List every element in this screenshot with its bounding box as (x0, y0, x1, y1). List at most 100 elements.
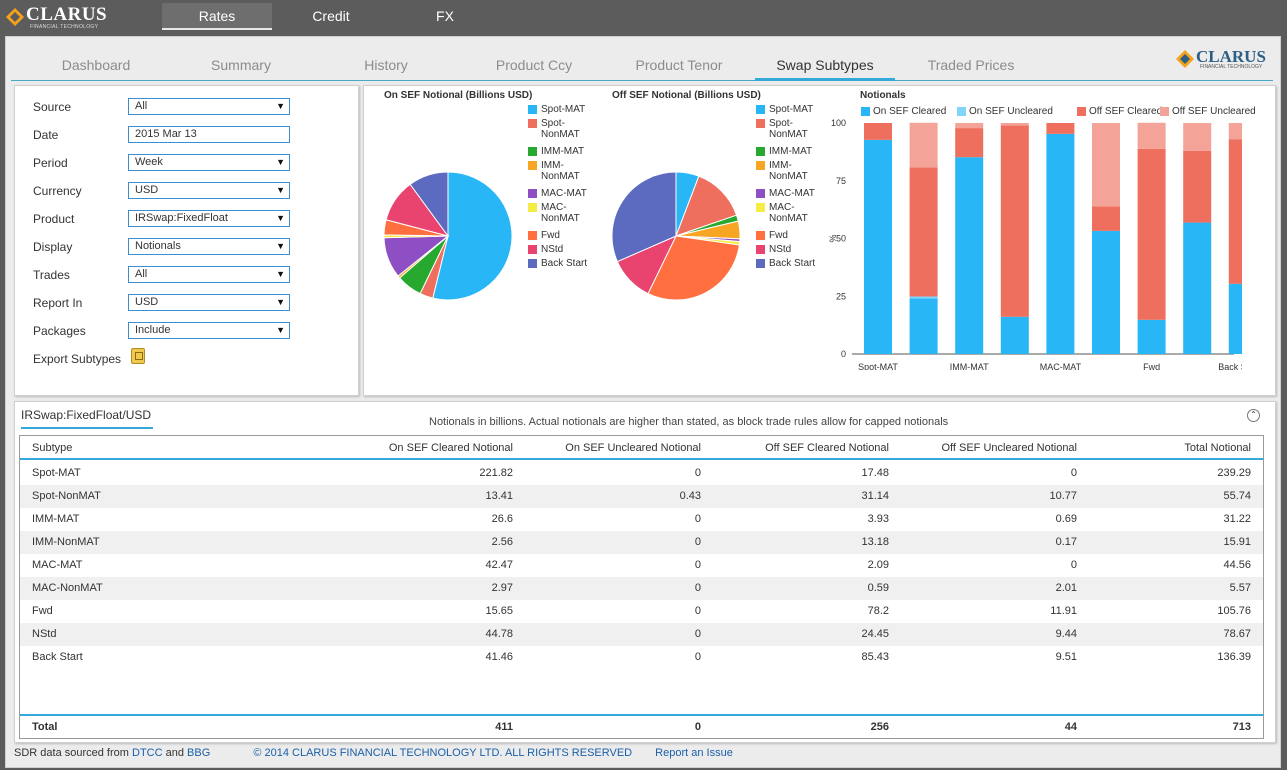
table-cell: 78.67 (1223, 628, 1251, 640)
0-legend-item[interactable]: Spot- NonMAT (528, 118, 608, 146)
top-nav-credit[interactable]: Credit (312, 8, 350, 24)
0-legend-item[interactable]: MAC- NonMAT (528, 202, 608, 230)
legend-swatch (756, 147, 765, 156)
legend-label: Off SEF Cleared (1089, 106, 1163, 117)
bar-segment[interactable] (1000, 125, 1029, 317)
1-legend-item[interactable]: IMM-MAT (756, 146, 836, 160)
filter-panel: Source All ▼ Date 2015 Mar 13 Period Week… (14, 85, 359, 396)
collapse-icon[interactable]: ⌃ (1247, 409, 1260, 422)
tab-swap-subtypes[interactable]: Swap Subtypes (755, 57, 895, 81)
legend-label: NonMAT (769, 171, 808, 182)
pie-slice[interactable] (675, 175, 738, 237)
0-legend-item[interactable]: IMM-MAT (528, 146, 608, 160)
1-legend-item[interactable]: MAC-MAT (756, 188, 836, 202)
period-select[interactable]: Week ▼ (128, 154, 290, 171)
display-select[interactable]: Notionals ▼ (128, 238, 290, 255)
bar-legend-item[interactable]: On SEF Cleared (861, 106, 946, 118)
export-icon[interactable] (131, 348, 145, 364)
bar-segment[interactable] (955, 128, 984, 158)
table-row[interactable]: Spot-NonMAT 13.41 0.43 31.14 10.77 55.74 (20, 485, 1263, 508)
report-in-select[interactable]: USD ▼ (128, 294, 290, 311)
bar-segment[interactable] (1183, 123, 1212, 151)
bar-segment[interactable] (1092, 230, 1120, 354)
table-row[interactable]: Spot-MAT 221.82 0 17.48 0 239.29 (20, 462, 1263, 485)
bar-legend-item[interactable]: Off SEF Uncleared (1160, 106, 1256, 118)
1-legend-item[interactable]: Spot- NonMAT (756, 118, 836, 146)
bar-segment[interactable] (1092, 123, 1120, 207)
filter-row-export: Export Subtypes (33, 350, 353, 370)
bar-segment[interactable] (1137, 148, 1166, 320)
bar-segment[interactable] (1228, 123, 1242, 140)
table-row[interactable]: MAC-MAT 42.47 0 2.09 0 44.56 (20, 554, 1263, 577)
tab-product-ccy[interactable]: Product Ccy (495, 57, 573, 73)
date-input[interactable]: 2015 Mar 13 (128, 126, 290, 143)
product-select[interactable]: IRSwap:FixedFloat ▼ (128, 210, 290, 227)
tab-dashboard[interactable]: Dashboard (61, 57, 131, 73)
x-tick-label: Fwd (1143, 362, 1160, 370)
bar-segment[interactable] (1137, 319, 1166, 354)
bar-segment[interactable] (909, 122, 938, 168)
clarus-logo[interactable]: CLARUS FINANCIAL TECHNOLOGY (6, 4, 107, 31)
bar-segment[interactable] (1092, 206, 1120, 231)
0-legend-item[interactable]: NStd (528, 244, 608, 258)
packages-select[interactable]: Include ▼ (128, 322, 290, 339)
pie-slice[interactable] (647, 235, 740, 301)
1-legend-item[interactable]: Spot-MAT (756, 104, 836, 118)
1-legend-item[interactable]: MAC- NonMAT (756, 202, 836, 230)
bar-segment[interactable] (1228, 283, 1242, 354)
bar-segment[interactable] (1046, 133, 1075, 354)
bbg-link[interactable]: BBG (187, 747, 211, 759)
bar-segment[interactable] (955, 123, 984, 129)
pie-slice[interactable] (409, 171, 449, 238)
dtcc-link[interactable]: DTCC (132, 747, 163, 759)
table-row[interactable]: Back Start 41.46 0 85.43 9.51 136.39 (20, 646, 1263, 669)
top-nav-fx[interactable]: FX (436, 8, 454, 24)
tab-history[interactable]: History (364, 57, 408, 73)
bar-segment[interactable] (955, 157, 984, 354)
0-legend-item[interactable]: MAC-MAT (528, 188, 608, 202)
table-row[interactable]: IMM-NonMAT 2.56 0 13.18 0.17 15.91 (20, 531, 1263, 554)
bar-segment[interactable] (1183, 222, 1212, 354)
bar-segment[interactable] (909, 296, 938, 299)
0-legend-item[interactable]: IMM- NonMAT (528, 160, 608, 188)
bar-segment[interactable] (864, 139, 892, 354)
copyright-link[interactable]: © 2014 CLARUS FINANCIAL TECHNOLOGY LTD. … (253, 747, 633, 759)
tab-summary[interactable]: Summary (211, 57, 271, 73)
bar-segment[interactable] (1046, 123, 1075, 134)
table-cell: 0 (694, 536, 701, 548)
pie-slice[interactable] (432, 171, 513, 301)
trades-select[interactable]: All ▼ (128, 266, 290, 283)
bar-segment[interactable] (1183, 150, 1212, 223)
bar-segment[interactable] (909, 167, 938, 297)
0-legend-item[interactable]: Back Start (528, 258, 608, 272)
pie-slice[interactable] (611, 171, 677, 263)
1-legend-item[interactable]: NStd (756, 244, 836, 258)
source-select[interactable]: All ▼ (128, 98, 290, 115)
0-legend-item[interactable]: Fwd (528, 230, 608, 244)
bar-segment[interactable] (1000, 316, 1029, 354)
table-row[interactable]: Fwd 15.65 0 78.2 11.91 105.76 (20, 600, 1263, 623)
legend-label: Fwd (541, 230, 560, 241)
table-row[interactable]: NStd 44.78 0 24.45 9.44 78.67 (20, 623, 1263, 646)
currency-select[interactable]: USD ▼ (128, 182, 290, 199)
0-legend-item[interactable]: Spot-MAT (528, 104, 608, 118)
bar-legend-item[interactable]: On SEF Uncleared (957, 106, 1053, 118)
tab-traded-prices[interactable]: Traded Prices (927, 57, 1015, 73)
bar-segment[interactable] (909, 298, 938, 354)
report-issue-link[interactable]: Report an Issue (655, 747, 733, 759)
1-legend-item[interactable]: Back Start (756, 258, 836, 272)
bar-legend-item[interactable]: Off SEF Cleared (1077, 106, 1162, 118)
legend-swatch (528, 189, 537, 198)
1-legend-item[interactable]: IMM- NonMAT (756, 160, 836, 188)
top-nav-rates[interactable]: Rates (162, 3, 272, 30)
table-row[interactable]: MAC-NonMAT 2.97 0 0.59 2.01 5.57 (20, 577, 1263, 600)
bar-segment[interactable] (1137, 122, 1166, 149)
bar-segment[interactable] (864, 123, 892, 140)
table-row[interactable]: IMM-MAT 26.6 0 3.93 0.69 31.22 (20, 508, 1263, 531)
1-legend-item[interactable]: Fwd (756, 230, 836, 244)
bar-segment[interactable] (1228, 139, 1242, 284)
tab-product-tenor[interactable]: Product Tenor (635, 57, 723, 73)
bar-segment[interactable] (1000, 123, 1029, 126)
table-cell: 5.57 (1229, 582, 1251, 594)
table-title[interactable]: IRSwap:FixedFloat/USD (21, 408, 153, 429)
